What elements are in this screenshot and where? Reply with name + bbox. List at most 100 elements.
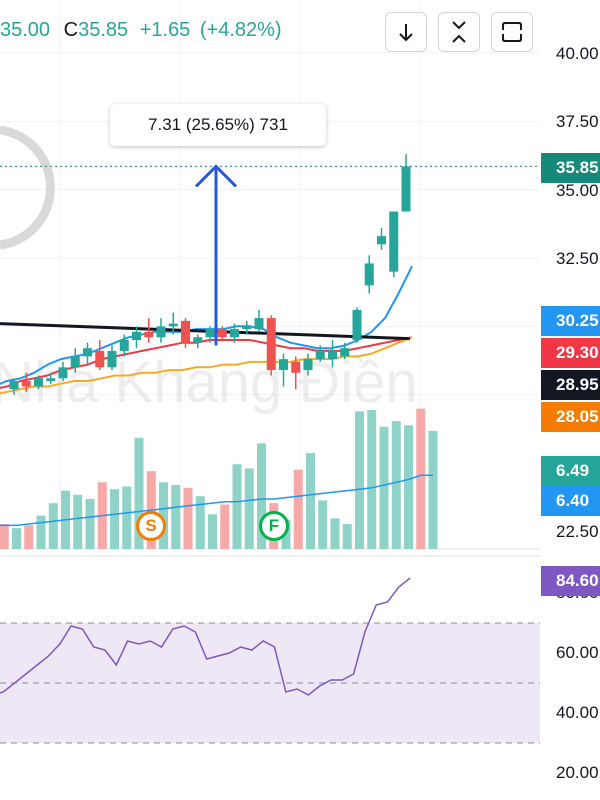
candle[interactable] (34, 375, 43, 390)
candle[interactable] (230, 323, 239, 343)
candle[interactable] (193, 334, 203, 349)
volume-bar (428, 430, 438, 549)
volume-tick: 22.50 (556, 522, 599, 541)
candle[interactable] (377, 227, 386, 250)
volume-bar (232, 464, 242, 549)
volume-bar (12, 528, 21, 549)
candle[interactable] (46, 372, 56, 384)
candle[interactable] (279, 353, 288, 387)
volume-bars (0, 408, 438, 549)
volume-bar (367, 410, 377, 549)
volume-bar (244, 468, 254, 549)
candle[interactable] (205, 326, 215, 343)
open-value: 35.00 (0, 19, 51, 41)
candle[interactable] (83, 342, 92, 365)
grid-lines (0, 0, 540, 549)
candle[interactable] (168, 312, 178, 335)
candle[interactable] (107, 345, 117, 371)
price-tick: 40.00 (556, 44, 599, 63)
logo-fragment (0, 125, 55, 250)
rsi-tick: 60.00 (556, 643, 599, 662)
volume-bar (342, 523, 352, 549)
volume-bar (416, 408, 426, 549)
volume-bar (306, 453, 315, 549)
ohlc-legend: 35.00 C35.85 +1.65 (+4.82%) (0, 19, 282, 42)
candle[interactable] (266, 315, 276, 376)
price-tick: 37.50 (556, 112, 599, 131)
measure-arrow[interactable] (194, 164, 238, 346)
candle[interactable] (315, 345, 325, 362)
candle[interactable] (242, 320, 252, 335)
volume-bar (220, 504, 230, 549)
candle[interactable] (9, 378, 19, 395)
volume-bar (195, 496, 205, 549)
rsi-tick: 20.00 (556, 763, 599, 782)
price-tick: 35.00 (556, 181, 599, 200)
rsi-tick: 40.00 (556, 703, 599, 722)
event-marker-s[interactable]: S (136, 511, 166, 541)
volume-bar (293, 469, 303, 549)
collapse-icon (452, 21, 466, 43)
rsi-band-lines (0, 622, 540, 744)
change-value: +1.65 (139, 19, 191, 41)
candle[interactable] (70, 348, 80, 373)
candle[interactable] (144, 318, 154, 343)
rsi-line (0, 577, 411, 696)
volume-bar (183, 487, 193, 549)
candle[interactable] (156, 318, 166, 343)
candle[interactable] (340, 342, 350, 360)
candle[interactable] (95, 339, 105, 371)
ma-tag: 28.05 (541, 402, 600, 432)
candle[interactable] (132, 326, 141, 349)
fullscreen-icon (502, 22, 522, 42)
last-price-tag: 35.85 (541, 153, 600, 183)
ma-tag: 30.25 (541, 306, 600, 336)
measure-tooltip: 7.31 (25.65%) 731 (110, 104, 326, 146)
candle[interactable] (389, 211, 399, 278)
change-percent: (+4.82%) (199, 19, 282, 41)
volume-bar (171, 485, 181, 549)
candle[interactable] (303, 353, 313, 376)
rsi-tag: 84.60 (541, 566, 600, 596)
ma-tag: 28.95 (541, 370, 600, 400)
volume-tag: 6.49 (541, 456, 600, 486)
volume-bar (391, 421, 401, 549)
candle[interactable] (58, 361, 68, 381)
candle[interactable] (254, 309, 264, 332)
volume-ma-tag: 6.40 (541, 486, 600, 516)
volume-ma-line (0, 474, 433, 527)
volume-bar (208, 514, 217, 549)
candle[interactable] (401, 154, 411, 212)
volume-bar (257, 443, 266, 549)
volume-bar (36, 515, 46, 549)
candle[interactable] (352, 307, 362, 343)
volume-bar (85, 498, 95, 549)
volume-bar (73, 494, 83, 549)
candle[interactable] (328, 339, 337, 368)
candle[interactable] (364, 255, 374, 294)
candlesticks[interactable] (9, 154, 411, 395)
moving-average-line (0, 336, 413, 395)
candle[interactable] (291, 356, 301, 390)
candle[interactable] (119, 334, 129, 357)
collapse-button[interactable] (438, 12, 480, 52)
event-marker-f[interactable]: F (259, 511, 289, 541)
volume-bar (48, 503, 58, 549)
ma-tag: 29.30 (541, 338, 600, 368)
price-tick: 32.50 (556, 249, 599, 268)
arrow-down-button[interactable] (385, 12, 427, 52)
candle[interactable] (21, 372, 31, 392)
resistance-trendline[interactable] (0, 322, 411, 341)
candle[interactable] (181, 318, 190, 349)
moving-average-line (0, 265, 413, 385)
volume-bar (355, 411, 364, 549)
volume-bar (110, 489, 119, 549)
close-value: 35.85 (78, 19, 129, 41)
fullscreen-button[interactable] (491, 12, 533, 52)
volume-bar (24, 525, 34, 549)
volume-bar (0, 523, 9, 549)
arrow-down-icon (399, 24, 413, 42)
volume-bar (122, 486, 132, 549)
candle[interactable] (217, 326, 227, 340)
